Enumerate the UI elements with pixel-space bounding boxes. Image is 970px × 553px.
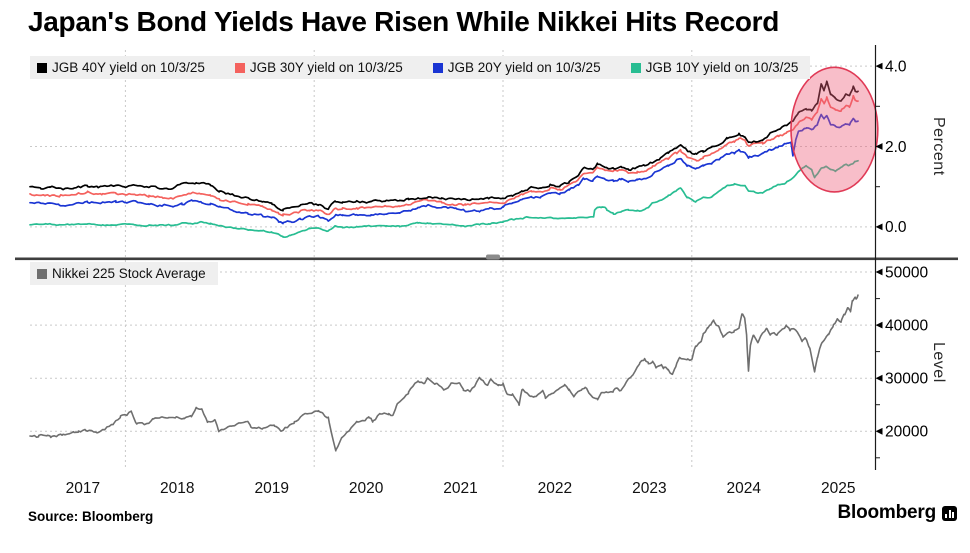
- legend-label: JGB 20Y yield on 10/3/25: [447, 60, 601, 75]
- jgb-30y-swatch-icon: [234, 62, 245, 73]
- legend-item-jgb-30y: JGB 30Y yield on 10/3/25: [234, 60, 403, 75]
- tick-arrow-icon: [875, 62, 883, 70]
- tick-arrow-icon: [875, 223, 883, 231]
- legend-label: JGB 30Y yield on 10/3/25: [249, 60, 403, 75]
- top-y-axis-ticks: 0.0 2.0 4.0: [875, 58, 907, 236]
- tick-arrow-icon: [875, 321, 883, 329]
- series-line-jgb-40y: [29, 80, 859, 212]
- legend-item-jgb-10y: JGB 10Y yield on 10/3/25: [630, 60, 799, 75]
- legend-label: JGB 40Y yield on 10/3/25: [52, 60, 205, 75]
- x-tick-label: 2021: [443, 480, 477, 497]
- tick-arrow-icon: [875, 268, 883, 276]
- nikkei-swatch-icon: [37, 268, 47, 279]
- source-note: Source: Bloomberg: [28, 509, 154, 524]
- bottom-y-axis-title: Level: [930, 342, 947, 383]
- bottom-chart-series: [29, 294, 859, 452]
- y-tick-label: 40000: [885, 317, 928, 334]
- bloomberg-logo-text: Bloomberg: [837, 502, 937, 523]
- bottom-legend: Nikkei 225 Stock Average: [30, 262, 218, 285]
- bloomberg-logo-icon: [942, 505, 957, 521]
- tick-arrow-icon: [875, 374, 883, 382]
- highlight-ellipse-annotation: [790, 66, 879, 193]
- y-tick-label: 2.0: [885, 139, 907, 156]
- legend-label: Nikkei 225 Stock Average: [52, 266, 206, 281]
- y-tick-label: 20000: [885, 424, 928, 441]
- legend-item-jgb-40y: JGB 40Y yield on 10/3/25: [37, 60, 205, 75]
- bloomberg-logo: Bloomberg: [838, 502, 957, 524]
- jgb-40y-swatch-icon: [37, 62, 47, 73]
- series-line-jgb-30y: [29, 94, 859, 217]
- top-y-axis-title: Percent: [930, 117, 947, 176]
- y-tick-label: 30000: [885, 371, 928, 388]
- legend-label: JGB 10Y yield on 10/3/25: [645, 60, 799, 75]
- bottom-y-axis-ticks: 20000 30000 40000 50000: [875, 264, 928, 459]
- tick-arrow-icon: [875, 427, 883, 435]
- jgb-20y-swatch-icon: [432, 62, 443, 73]
- legend-item-nikkei: Nikkei 225 Stock Average: [37, 266, 206, 281]
- legend-item-jgb-20y: JGB 20Y yield on 10/3/25: [432, 60, 601, 75]
- x-tick-label: 2019: [254, 480, 288, 497]
- series-line-jgb-20y: [29, 113, 859, 225]
- x-tick-label: 2024: [727, 480, 762, 497]
- x-tick-label: 2023: [632, 480, 666, 497]
- bottom-chart-gridlines: [30, 271, 875, 432]
- y-tick-label: 4.0: [885, 58, 907, 75]
- y-tick-label: 0.0: [885, 219, 907, 236]
- x-tick-label: 2020: [349, 480, 384, 497]
- jgb-10y-swatch-icon: [630, 62, 641, 73]
- panel-separator-handle-icon[interactable]: [486, 254, 500, 260]
- page-title: Japan's Bond Yields Have Risen While Nik…: [28, 6, 780, 37]
- series-line-nikkei: [29, 294, 859, 452]
- x-tick-label: 2018: [160, 480, 194, 497]
- top-legend: JGB 40Y yield on 10/3/25 JGB 30Y yield o…: [30, 56, 811, 79]
- x-tick-label: 2017: [66, 480, 100, 497]
- x-axis-labels: 2017 2018 2019 2020 2021 2022 2023 2024 2025: [66, 480, 856, 497]
- tick-arrow-icon: [875, 143, 883, 150]
- series-line-jgb-10y: [29, 159, 859, 239]
- x-tick-label: 2022: [538, 480, 572, 497]
- y-tick-label: 50000: [885, 264, 928, 281]
- top-chart-series: [29, 80, 859, 239]
- x-tick-label: 2025: [821, 480, 855, 497]
